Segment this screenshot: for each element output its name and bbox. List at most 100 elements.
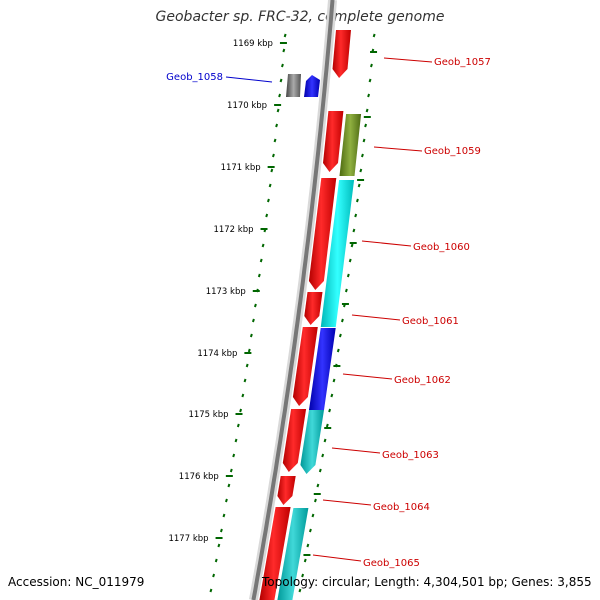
ring-dot	[298, 588, 302, 593]
map-title: Geobacter sp. FRC-32, complete genome	[155, 9, 445, 25]
cds-arrow-geob-1057	[332, 30, 351, 78]
cds-arrow-geob-1058	[304, 75, 320, 97]
ring-dot	[232, 453, 236, 458]
ring-dot	[257, 273, 261, 278]
ring-dot	[259, 258, 263, 263]
ring-dot	[253, 303, 257, 308]
kbp-tick-label: 1170 kbp	[227, 101, 267, 111]
gene-label-leader	[225, 76, 273, 83]
gene-label-leader	[373, 146, 423, 152]
ring-dot	[354, 213, 358, 218]
ring-dot	[280, 63, 284, 68]
cds-arrow-geob-1062	[292, 327, 318, 406]
ring-dot	[357, 183, 361, 188]
ring-dot	[249, 333, 253, 338]
ring-dot	[338, 333, 342, 338]
ring-dot	[355, 198, 359, 203]
kbp-tick-label: 1176 kbp	[179, 472, 219, 482]
gene-label-leader	[351, 314, 401, 321]
gene-label-leader	[383, 57, 433, 63]
ring-dot	[350, 243, 354, 248]
gene-label-leader	[322, 499, 372, 506]
gene-label[interactable]: Geob_1057	[434, 57, 491, 68]
ring-dot	[321, 453, 325, 458]
ring-dot	[224, 498, 228, 503]
genome-backbone	[251, 0, 335, 600]
ring-dot	[306, 543, 310, 548]
ring-dot	[229, 468, 233, 473]
ring-dot	[236, 423, 240, 428]
ring-dot	[369, 63, 373, 68]
ring-dot	[332, 378, 336, 383]
kbp-tick-label: 1169 kbp	[233, 39, 273, 49]
ring-dot	[359, 168, 363, 173]
ring-dot	[222, 513, 226, 518]
ring-dot	[313, 498, 317, 503]
ring-dot	[276, 108, 280, 113]
ring-dot	[214, 558, 218, 563]
cog-block-geob-1060	[320, 180, 355, 327]
kbp-tick-label: 1172 kbp	[213, 225, 253, 235]
kbp-tick-label: 1175 kbp	[188, 410, 228, 420]
ring-dot	[340, 318, 344, 323]
cds-arrow-geob-1064	[277, 476, 296, 505]
ring-dot	[268, 183, 272, 188]
ring-dot	[283, 33, 287, 38]
ring-dot	[328, 408, 332, 413]
gene-label[interactable]: Geob_1059	[424, 146, 481, 157]
ring-dot	[217, 543, 221, 548]
accession-text: Accession: NC_011979	[8, 575, 145, 589]
ring-dot	[325, 423, 329, 428]
ring-dot	[234, 438, 238, 443]
cog-block-geob-1062	[309, 328, 336, 410]
ring-dot	[308, 528, 312, 533]
ring-dot	[348, 258, 352, 263]
ring-dot	[365, 108, 369, 113]
gene-label[interactable]: Geob_1061	[402, 316, 459, 327]
cog-block-geob-1065	[277, 508, 309, 600]
cds-arrow-geob-1063	[282, 409, 307, 472]
ring-dot	[241, 393, 245, 398]
gene-label[interactable]: Geob_1062	[394, 375, 451, 386]
ring-dot	[245, 363, 249, 368]
ring-dot	[344, 288, 348, 293]
ring-dot	[330, 393, 334, 398]
gene-label[interactable]: Geob_1064	[373, 502, 430, 513]
ring-dot	[251, 318, 255, 323]
ring-dot	[362, 138, 366, 143]
kbp-tick-label: 1173 kbp	[206, 287, 246, 297]
gene-label-leader	[361, 240, 412, 247]
ring-dot	[247, 348, 251, 353]
gene-label[interactable]: Geob_1060	[413, 242, 470, 253]
ring-dot	[265, 213, 269, 218]
ring-dot	[275, 123, 279, 128]
ring-dot	[273, 138, 277, 143]
kbp-tick-label: 1174 kbp	[197, 349, 237, 359]
ring-dot	[270, 168, 274, 173]
ring-dot	[364, 123, 368, 128]
gene-label[interactable]: Geob_1065	[363, 558, 420, 569]
cds-arrow-geob-1060	[308, 178, 337, 290]
kbp-tick-label: 1177 kbp	[168, 534, 208, 544]
ring-dot	[372, 33, 376, 38]
ring-dot	[367, 93, 371, 98]
gene-label-leader	[312, 554, 362, 562]
ring-dot	[278, 93, 282, 98]
ring-dot	[318, 468, 322, 473]
gene-label[interactable]: Geob_1063	[382, 450, 439, 461]
gene-label[interactable]: Geob_1058	[166, 72, 223, 83]
ring-dot	[352, 228, 356, 233]
ring-dot	[212, 573, 216, 578]
ring-dot	[239, 408, 243, 413]
ring-dot	[303, 558, 307, 563]
ring-dot	[209, 588, 213, 593]
cog-block-geob-1058	[286, 74, 301, 97]
cog-block-geob-1059	[339, 114, 362, 176]
ring-dot	[261, 243, 265, 248]
cds-arrow-geob-1061	[304, 292, 323, 325]
ring-dot	[279, 78, 283, 83]
ring-dot	[266, 198, 270, 203]
gene-label-leader	[331, 447, 381, 454]
gene-label-leader	[342, 373, 393, 380]
